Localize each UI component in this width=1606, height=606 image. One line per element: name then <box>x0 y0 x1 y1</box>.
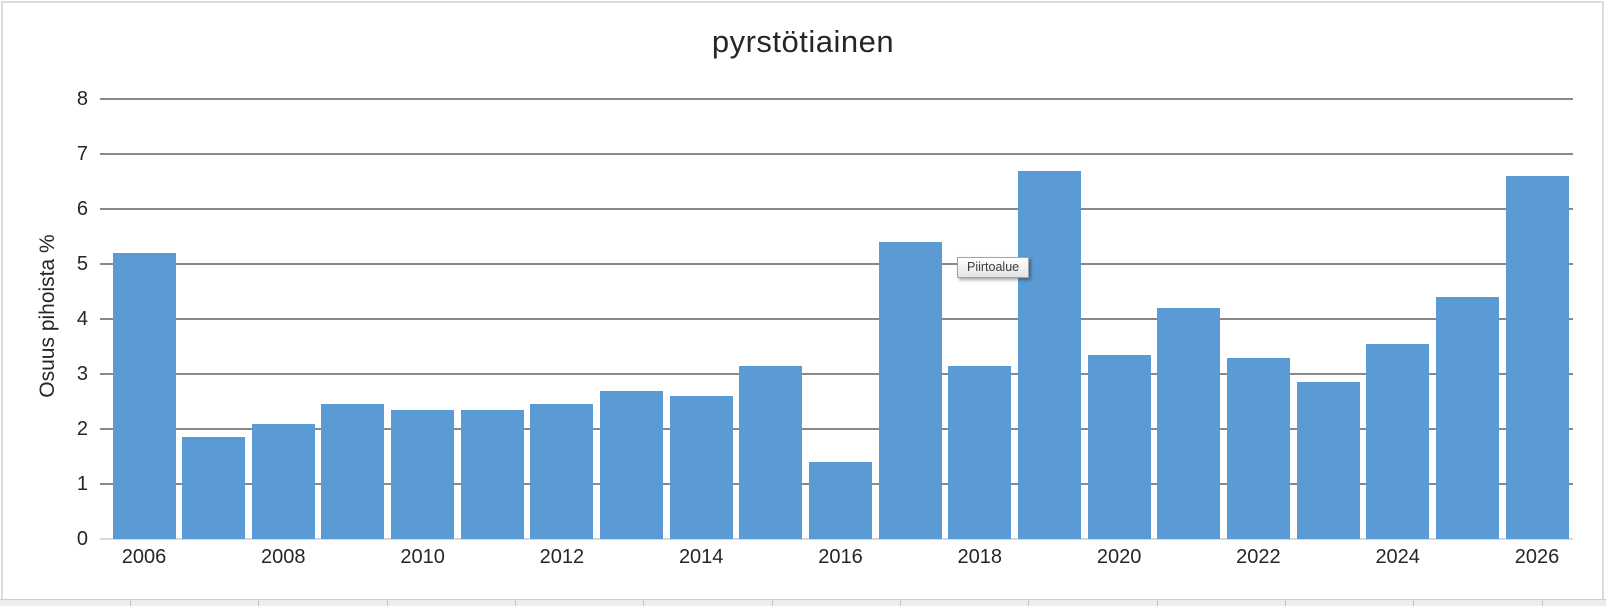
y-tick-mark <box>100 208 110 210</box>
y-tick-label: 0 <box>76 528 88 550</box>
spreadsheet-column-line <box>1157 600 1158 606</box>
y-tick-label: 3 <box>76 363 88 385</box>
spreadsheet-column-line <box>258 600 259 606</box>
bar-2007[interactable] <box>182 437 246 539</box>
bar-2016[interactable] <box>809 462 872 539</box>
bar-2015[interactable] <box>739 365 803 539</box>
spreadsheet-column-line <box>1285 600 1286 606</box>
y-tick-mark <box>100 483 110 485</box>
gridline-4 <box>110 318 1573 320</box>
y-tick-label: 8 <box>76 88 88 110</box>
x-tick-label-2022: 2022 <box>1236 546 1281 568</box>
bar-2021[interactable] <box>1157 308 1221 539</box>
x-tick-label-2024: 2024 <box>1375 546 1420 568</box>
gridline-3 <box>110 373 1573 375</box>
bar-2009[interactable] <box>321 404 385 539</box>
x-tick-label-2018: 2018 <box>957 546 1003 568</box>
x-tick-label-2012: 2012 <box>539 546 585 568</box>
bar-2013[interactable] <box>600 390 664 539</box>
x-tick-label-2020: 2020 <box>1096 546 1142 568</box>
bar-2022[interactable] <box>1226 357 1290 539</box>
bar-2011[interactable] <box>460 409 524 539</box>
y-tick-label: 2 <box>76 418 88 440</box>
bar-2025[interactable] <box>1435 297 1499 539</box>
bar-2006[interactable] <box>112 253 176 539</box>
y-tick-label: 4 <box>76 308 88 330</box>
y-tick-label: 5 <box>76 253 88 275</box>
chart-title[interactable]: pyrstötiainen <box>711 24 895 59</box>
bar-2023[interactable] <box>1296 382 1360 539</box>
plot-area-tooltip: Piirtoalue <box>957 257 1030 278</box>
spreadsheet-column-line <box>772 600 773 606</box>
x-tick-label-2026: 2026 <box>1514 546 1560 568</box>
gridline-2 <box>110 428 1573 430</box>
bar-2020[interactable] <box>1087 354 1151 539</box>
x-axis-line <box>100 538 1573 540</box>
bar-2019[interactable] <box>1017 170 1081 539</box>
y-tick-label: 6 <box>76 198 88 220</box>
bar-2012[interactable] <box>530 404 594 539</box>
bar-2014[interactable] <box>669 396 733 539</box>
y-tick-mark <box>100 153 110 155</box>
spreadsheet-column-line <box>515 600 516 606</box>
bar-2010[interactable] <box>391 409 455 539</box>
x-tick-label-2006: 2006 <box>121 546 167 568</box>
bar-2026[interactable] <box>1505 176 1569 539</box>
y-tick-mark <box>100 373 110 375</box>
x-tick-label-2014: 2014 <box>678 546 724 568</box>
tooltip-label: Piirtoalue <box>967 260 1020 274</box>
x-tick-label-2008: 2008 <box>261 546 306 568</box>
bar-2008[interactable] <box>251 423 315 539</box>
bar-2017[interactable] <box>878 242 942 539</box>
spreadsheet-column-line <box>387 600 388 606</box>
plot-area[interactable] <box>100 98 1573 540</box>
y-tick-mark <box>100 428 110 430</box>
x-tick-label-2016: 2016 <box>818 546 863 568</box>
spreadsheet-column-line <box>643 600 644 606</box>
y-tick-label: 1 <box>76 473 88 495</box>
spreadsheet-column-line <box>1028 600 1029 606</box>
gridline-6 <box>110 208 1573 210</box>
gridline-8 <box>110 98 1573 100</box>
gridline-7 <box>110 153 1573 155</box>
y-tick-mark <box>100 318 110 320</box>
bar-2024[interactable] <box>1366 343 1430 539</box>
spreadsheet-cells-sliver <box>0 599 1606 606</box>
spreadsheet-column-line <box>1413 600 1414 606</box>
spreadsheet-column-line <box>1542 600 1543 606</box>
x-tick-label-2010: 2010 <box>400 546 445 568</box>
bar-2018[interactable] <box>948 365 1012 539</box>
y-tick-label: 7 <box>76 143 88 165</box>
spreadsheet-column-line <box>130 600 131 606</box>
spreadsheet-column-line <box>900 600 901 606</box>
gridline-5 <box>110 263 1573 265</box>
y-tick-mark <box>100 98 110 100</box>
y-tick-mark <box>100 263 110 265</box>
